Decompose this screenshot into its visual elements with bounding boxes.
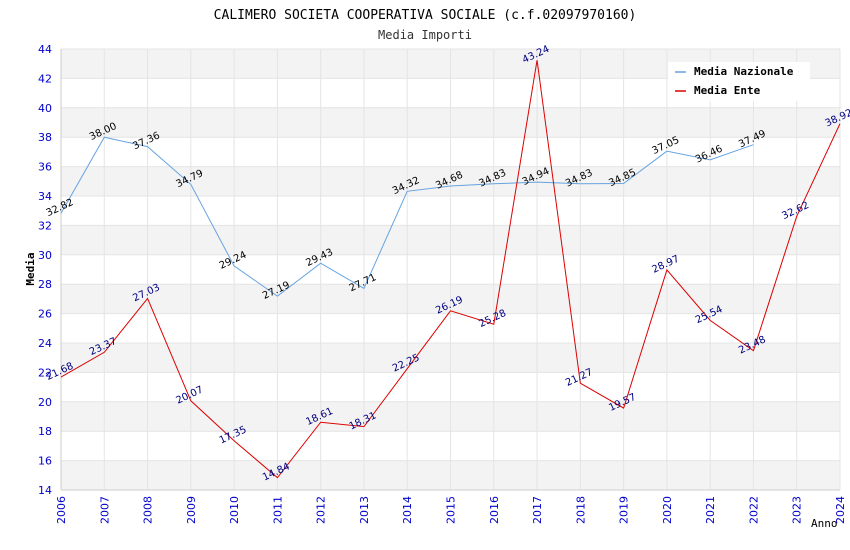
y-tick-label: 32	[38, 219, 52, 232]
x-tick-label: 2009	[185, 496, 198, 524]
x-tick-label: 2015	[445, 496, 458, 524]
y-tick-label: 24	[38, 337, 52, 350]
x-tick-label: 2024	[834, 496, 847, 524]
legend-box	[668, 62, 810, 101]
y-tick-label: 28	[38, 278, 52, 291]
chart-subtitle: Media Importi	[378, 28, 472, 42]
y-axis-ticks: 14 16 18 20 22 24 26 28 30 32 34 36 38 40 42 44	[38, 43, 52, 497]
grid-bands	[60, 48, 841, 491]
x-axis-label: Anno	[811, 517, 838, 530]
y-tick-label: 38	[38, 131, 52, 144]
x-tick-label: 2023	[791, 496, 804, 524]
y-tick-label: 16	[38, 455, 52, 468]
x-tick-label: 2011	[271, 496, 284, 524]
x-tick-label: 2017	[531, 496, 544, 524]
y-tick-label: 30	[38, 249, 52, 262]
y-tick-label: 18	[38, 425, 52, 438]
x-tick-label: 2008	[142, 496, 155, 524]
y-tick-label: 42	[38, 72, 52, 85]
legend-label-media-nazionale: Media Nazionale	[694, 65, 794, 78]
x-tick-label: 2018	[574, 496, 587, 524]
x-tick-label: 2021	[704, 496, 717, 524]
x-tick-label: 2007	[98, 496, 111, 524]
y-tick-label: 20	[38, 396, 52, 409]
y-tick-label: 40	[38, 102, 52, 115]
x-tick-label: 2020	[661, 496, 674, 524]
x-tick-label: 2019	[618, 496, 631, 524]
legend-label-media-ente: Media Ente	[694, 84, 761, 97]
x-tick-label: 2022	[747, 496, 760, 524]
y-tick-label: 34	[38, 190, 52, 203]
legend: Media Nazionale Media Ente	[668, 62, 810, 101]
y-tick-label: 14	[38, 484, 52, 497]
series-line-media-ente	[60, 60, 841, 479]
chart-title: CALIMERO SOCIETA COOPERATIVA SOCIALE (c.…	[214, 8, 637, 23]
x-tick-label: 2016	[488, 496, 501, 524]
y-tick-label: 22	[38, 366, 52, 379]
series-lines	[60, 60, 841, 479]
x-tick-label: 2014	[401, 496, 414, 524]
x-tick-label: 2012	[315, 496, 328, 524]
x-tick-label: 2013	[358, 496, 371, 524]
y-tick-label: 44	[38, 43, 52, 56]
x-tick-label: 2010	[228, 496, 241, 524]
series-line-media-nazionale	[60, 136, 754, 297]
x-tick-label: 2006	[55, 496, 68, 524]
y-tick-label: 26	[38, 308, 52, 321]
y-axis-label: Media	[24, 252, 37, 285]
x-axis-ticks: 2006 2007 2008 2009 2010 2011 2012 2013 2014 2015…	[55, 496, 847, 524]
y-tick-label: 36	[38, 161, 52, 174]
